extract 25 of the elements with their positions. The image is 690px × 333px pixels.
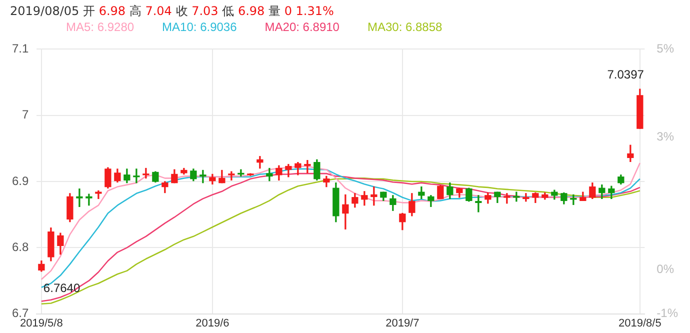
y-tick-label: 7.1 — [12, 42, 29, 56]
text: MA5: 6.9280 — [66, 20, 134, 34]
x-tick-label: 2019/8/5 — [618, 317, 662, 330]
y-tick-label: 7 — [22, 108, 29, 122]
candlestick — [238, 169, 244, 177]
y-tick-label: 6.9 — [12, 174, 29, 188]
candlestick — [142, 168, 150, 179]
y2-tick-label: 5% — [656, 42, 674, 56]
candlestick — [133, 168, 140, 184]
candlestick — [76, 188, 83, 207]
candlestick — [256, 156, 264, 169]
candlestick — [86, 194, 92, 206]
y2-tick-label: 3% — [656, 130, 674, 144]
candlestick — [200, 170, 206, 184]
annotation: 7.0397 — [607, 67, 644, 82]
candlestick — [304, 160, 311, 174]
candlestick — [228, 171, 235, 181]
y-tick-label: 6.8 — [12, 240, 29, 254]
text: MA20: 6.8910 — [264, 20, 340, 34]
y2-tick-label: 0% — [656, 262, 674, 276]
text: MA10: 6.9036 — [162, 20, 237, 34]
x-tick-label: 2019/7 — [386, 317, 420, 330]
chart-title: 2019/08/05 开 6.98 高 7.04 收 7.03 低 6.98 量 0 1.31% — [10, 4, 334, 18]
x-tick-label: 2019/6 — [196, 317, 230, 330]
text: MA30: 6.8858 — [367, 20, 442, 34]
